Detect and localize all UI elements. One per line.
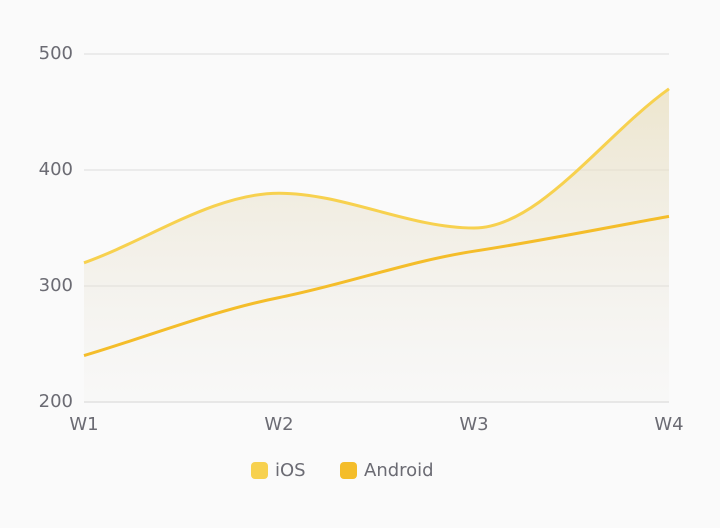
- y-tick-label: 500: [39, 43, 73, 64]
- y-tick-label: 400: [39, 159, 73, 180]
- line: [83, 214, 670, 358]
- x-tick-label: W2: [264, 414, 293, 435]
- x-tick-label: W4: [654, 414, 683, 435]
- legend-label: Android: [364, 460, 434, 481]
- area: [84, 88, 669, 403]
- legend-swatch: [251, 462, 268, 479]
- x-tick-label: W3: [459, 414, 488, 435]
- x-tick-label: W1: [69, 414, 98, 435]
- legend-swatch: [340, 462, 357, 479]
- y-tick-label: 200: [39, 391, 73, 412]
- y-tick-label: 300: [39, 275, 73, 296]
- legend-label: iOS: [275, 460, 306, 481]
- line: [83, 87, 670, 265]
